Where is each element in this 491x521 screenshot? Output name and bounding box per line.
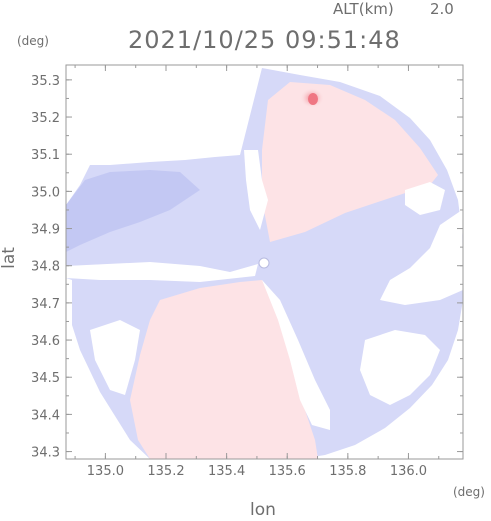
y-tick-label: 35.3	[31, 74, 60, 89]
axis-ticks	[66, 65, 463, 459]
no-echo-east	[380, 210, 463, 305]
y-tick-label: 34.3	[31, 446, 60, 461]
x-tick-label: 135.8	[329, 464, 366, 479]
y-tick-label: 35.2	[31, 111, 60, 126]
y-tick-label: 34.9	[31, 223, 60, 238]
y-tick-label: 34.7	[31, 297, 60, 312]
receding-hotspot-core	[308, 93, 318, 105]
y-tick-label: 34.5	[31, 371, 60, 386]
x-tick-label: 135.2	[147, 464, 184, 479]
no-echo-southeast	[360, 330, 440, 405]
x-unit-label: (deg)	[453, 485, 485, 499]
x-axis-label: lon	[250, 500, 276, 520]
x-tick-label: 135.4	[208, 464, 245, 479]
x-tick-label: 136.0	[390, 464, 427, 479]
altitude-label: ALT(km)	[333, 0, 394, 18]
x-tick-label: 135.0	[87, 464, 124, 479]
echo-region-receding-sw	[130, 280, 318, 459]
y-tick-label: 34.6	[31, 334, 60, 349]
echo-field	[66, 68, 463, 459]
altitude-value: 2.0	[430, 0, 454, 18]
x-tick-label: 135.6	[269, 464, 306, 479]
radar-site-marker	[258, 257, 270, 269]
y-tick-label: 35.1	[31, 148, 60, 163]
no-echo-southwest	[90, 320, 140, 395]
plot-frame	[65, 64, 464, 460]
timestamp-title: 2021/10/25 09:51:48	[128, 26, 401, 54]
no-echo-south-strip	[262, 280, 330, 430]
no-echo-northeast-patch	[405, 182, 445, 215]
y-tick-label: 34.8	[31, 260, 60, 275]
echo-region-approaching-strong	[66, 170, 200, 252]
echo-region-receding-ne	[262, 82, 438, 242]
y-unit-label: (deg)	[17, 34, 49, 48]
no-echo-west-gap	[66, 262, 258, 282]
y-tick-label: 35.0	[31, 185, 60, 200]
no-echo-north-strip	[244, 150, 268, 230]
axis-tick-labels: 135.0 135.2 135.4 135.6 135.8 136.0 34.3 34.4 34…	[31, 74, 427, 479]
y-tick-label: 34.4	[31, 408, 60, 423]
